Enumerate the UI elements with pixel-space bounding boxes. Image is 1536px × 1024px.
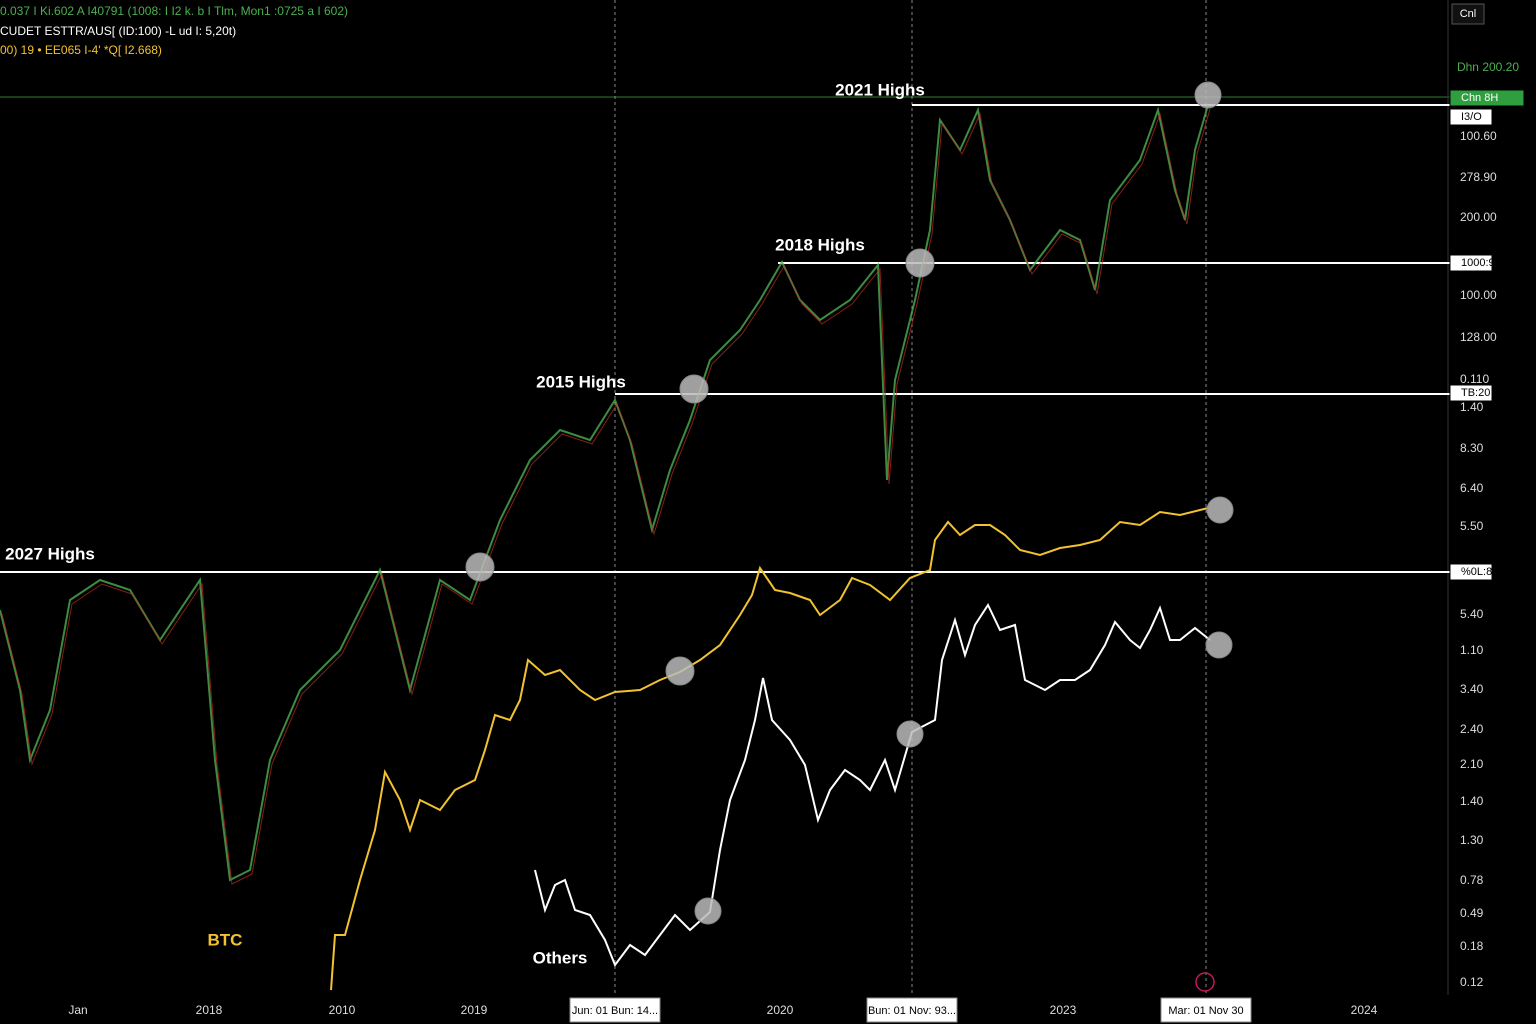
x-tick-label: 2023: [1050, 1003, 1077, 1017]
header-line: 00) 19 • EE065 I-4' *Q[ I2.668): [0, 43, 162, 57]
price-badge-label: Chn 8H: [1461, 92, 1498, 104]
price-badge: [1449, 254, 1493, 272]
marker: [465, 552, 495, 582]
y-tick-label: 8.30: [1460, 441, 1484, 455]
price-badge-label: TB:20: [1461, 387, 1490, 399]
others-series: [534, 602, 1211, 968]
right-axis: 100.60 278.90 200.00 100.00 128.00 0.110 1.40 8…: [1449, 89, 1525, 989]
y-tick-label: 100.60: [1460, 129, 1497, 143]
price-badge: [1449, 563, 1493, 581]
x-tick-label: 2020: [767, 1003, 794, 1017]
price-badge: [1449, 108, 1493, 126]
markers: [465, 81, 1234, 925]
y-tick-label: 0.110: [1460, 372, 1489, 386]
marker: [1194, 81, 1222, 109]
annotation: 2027 Highs: [5, 544, 95, 563]
marker: [1205, 631, 1233, 659]
date-badge: [569, 997, 661, 1023]
y-tick-label: 2.40: [1460, 722, 1484, 736]
y-tick-label: 128.00: [1460, 330, 1497, 344]
price-badge-label: I3/O: [1461, 111, 1482, 123]
y-tick-label: 1.30: [1460, 833, 1484, 847]
marker: [679, 374, 709, 404]
date-badge-label: Jun: 01 Bun: 14...: [572, 1005, 658, 1017]
marker: [905, 248, 935, 278]
date-badge: [866, 997, 958, 1023]
marker: [694, 897, 722, 925]
y-tick-label: 0.78: [1460, 873, 1484, 887]
price-badge: [1449, 89, 1525, 107]
corner-label: Cnl: [1460, 8, 1477, 20]
marker: [665, 656, 695, 686]
marker: [1206, 496, 1234, 524]
y-tick-label: 0.12: [1460, 975, 1484, 989]
date-badge-label: Mar: 01 Nov 30: [1168, 1005, 1243, 1017]
y-tick-label: 1.10: [1460, 643, 1484, 657]
x-tick-label: 2019: [461, 1003, 488, 1017]
date-badge: [1160, 997, 1252, 1023]
y-tick-label: 3.40: [1460, 682, 1484, 696]
y-tick-label: 0.18: [1460, 939, 1484, 953]
y-tick-label: 5.50: [1460, 519, 1484, 533]
y-tick-label: 2.10: [1460, 757, 1484, 771]
axis-top: Dhn 200.20: [1457, 60, 1519, 74]
annotation: 2021 Highs: [835, 80, 925, 99]
price-badge-label: %0L:8: [1461, 566, 1492, 578]
annotation: 2015 Highs: [536, 372, 626, 391]
replay-icon[interactable]: [1195, 972, 1215, 992]
price-badge-label: 1000:9: [1461, 257, 1495, 269]
bottom-axis: Jan 2018 2010 2019 2020 2023 2024 Jun: 01 Bun: …: [68, 997, 1378, 1023]
series-label: BTC: [208, 930, 243, 949]
y-tick-label: 1.40: [1460, 794, 1484, 808]
annotation: 2018 Highs: [775, 235, 865, 254]
y-tick-label: 100.00: [1460, 288, 1497, 302]
y-tick-label: 0.49: [1460, 906, 1484, 920]
y-tick-label: 1.40: [1460, 400, 1484, 414]
y-tick-label: 200.00: [1460, 210, 1497, 224]
marker: [896, 720, 924, 748]
date-badge-label: Bun: 01 Nov: 93...: [868, 1005, 956, 1017]
y-tick-label: 5.40: [1460, 607, 1484, 621]
x-tick-label: 2018: [196, 1003, 223, 1017]
yellow-series: [330, 507, 1209, 991]
x-tick-label: Jan: [68, 1003, 87, 1017]
header-line: 0.037 I Ki.602 A I40791 (1008: I I2 k. b…: [0, 4, 348, 18]
series-label: Others: [533, 948, 588, 967]
header-line: CUDET ESTTR/AUS[ (ID:100) -L ud I: 5,20t…: [0, 24, 236, 38]
price-badge: [1449, 384, 1493, 402]
corner-button[interactable]: [1451, 3, 1485, 25]
y-tick-label: 278.90: [1460, 170, 1497, 184]
x-tick-label: 2024: [1351, 1003, 1378, 1017]
y-tick-label: 6.40: [1460, 481, 1484, 495]
x-tick-label: 2010: [329, 1003, 356, 1017]
